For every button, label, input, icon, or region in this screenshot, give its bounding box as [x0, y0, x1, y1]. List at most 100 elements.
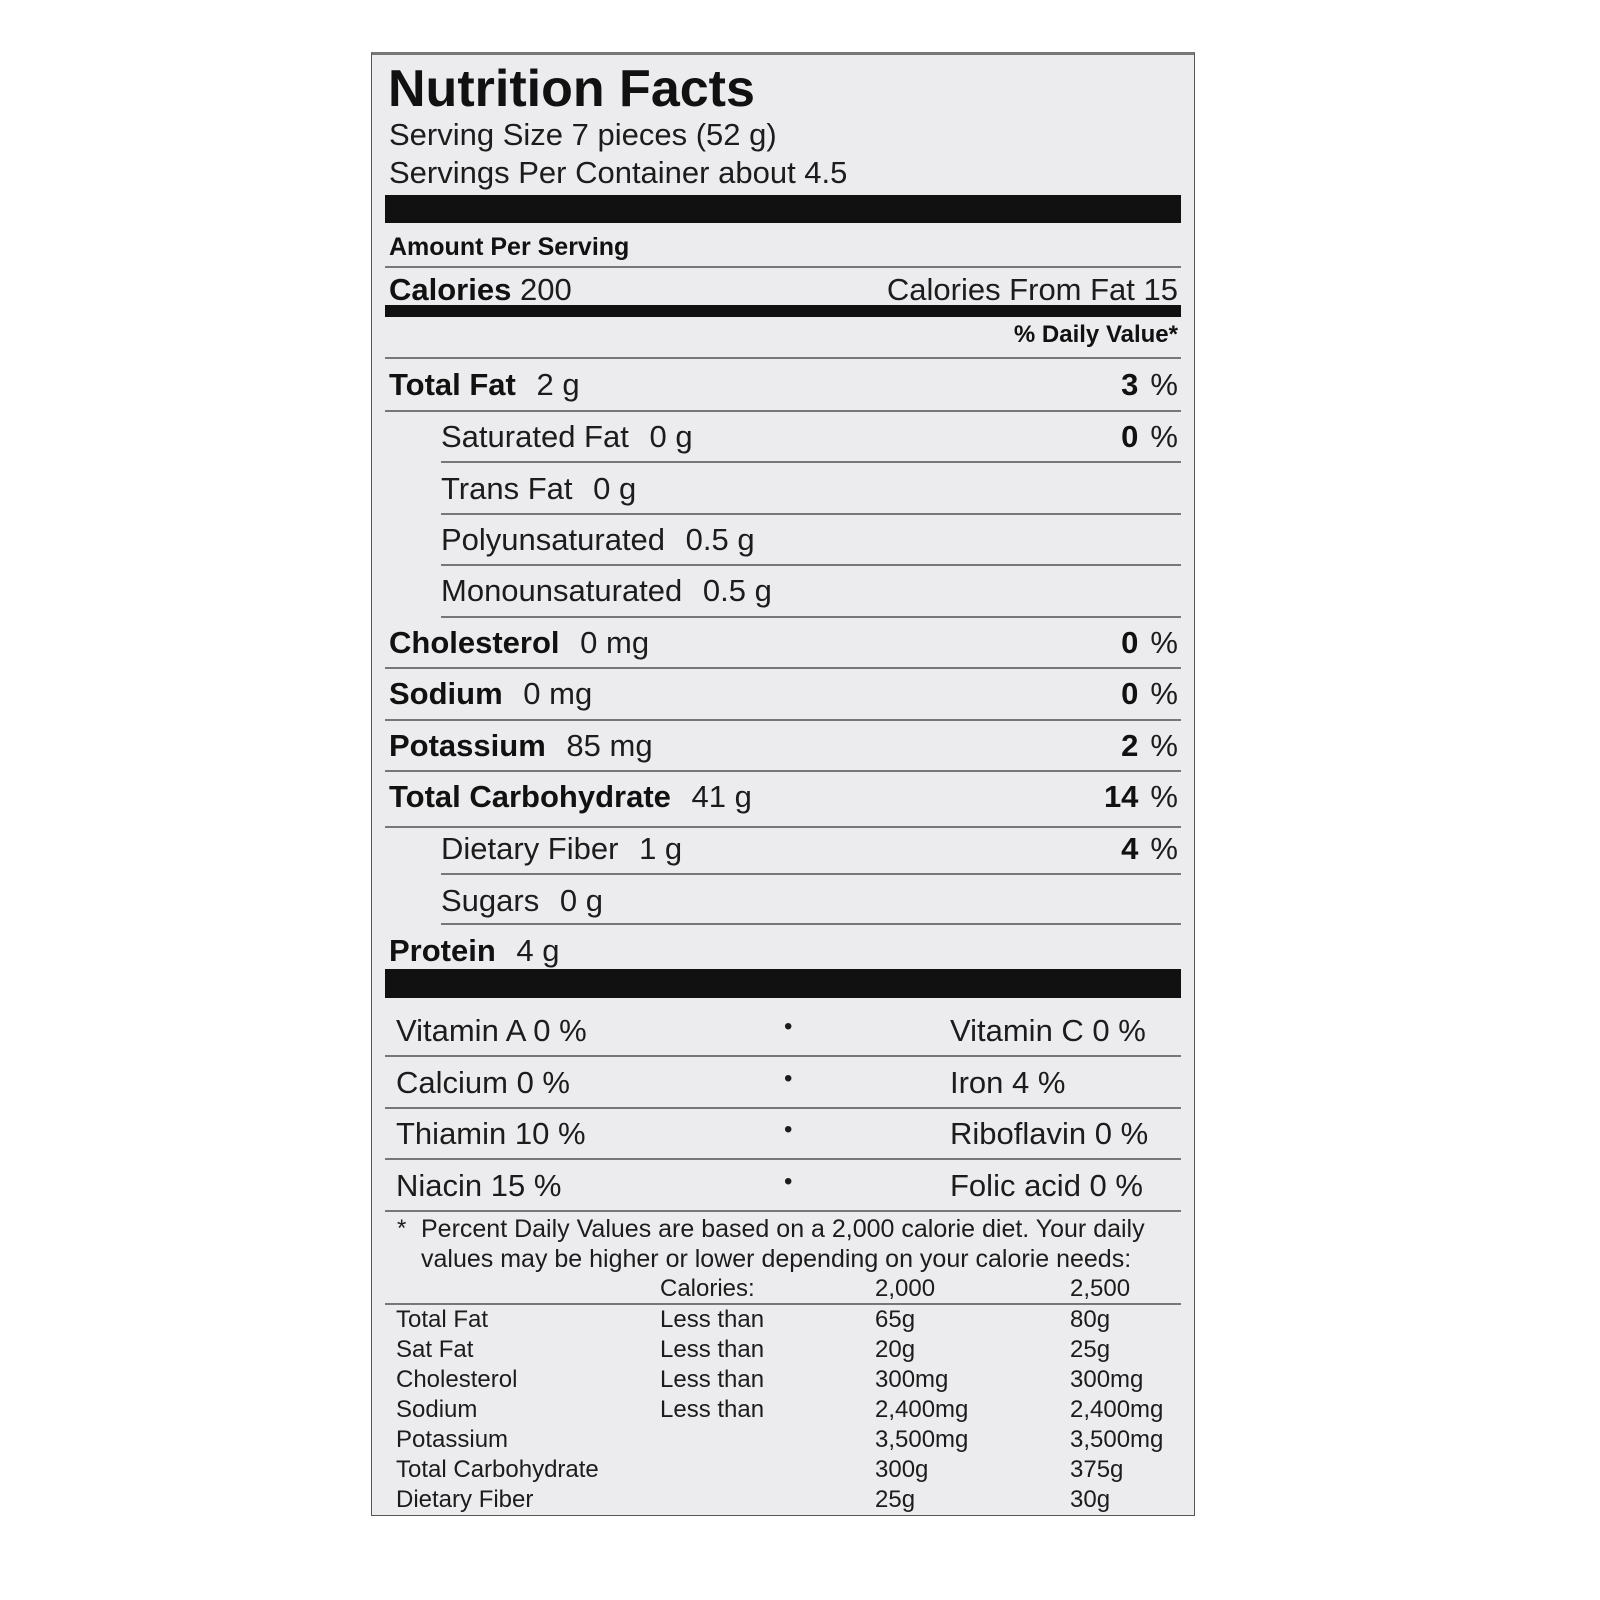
- daily-value-percent: 0%: [1121, 627, 1178, 658]
- nutrient-amount: 0 mg: [523, 676, 593, 711]
- dv-table-cell: 300mg: [1070, 1366, 1144, 1393]
- daily-value-number: 0: [1121, 625, 1139, 660]
- daily-value-percent: 14%: [1104, 781, 1178, 812]
- footnote-line-1: Percent Daily Values are based on a 2,00…: [421, 1215, 1145, 1243]
- nutrient-amount: 2 g: [536, 367, 580, 402]
- nutrient-amount: 41 g: [691, 779, 752, 814]
- dv-table-cell: 3,500mg: [875, 1426, 969, 1453]
- dv-table-cell: Less than: [660, 1396, 765, 1423]
- nutrient-amount: 0 g: [559, 883, 603, 918]
- nutrient-row: Total Fat 2 g: [389, 369, 580, 400]
- daily-value-percent: 0%: [1121, 421, 1178, 452]
- vitamin-right: Vitamin C 0 %: [950, 1013, 1146, 1048]
- nutrient-row: Polyunsaturated 0.5 g: [441, 524, 755, 555]
- divider: [441, 564, 1181, 566]
- daily-value-percent: 4%: [1121, 833, 1178, 864]
- nutrient-amount: 0.5 g: [702, 573, 772, 608]
- daily-value-header: % Daily Value*: [1013, 321, 1178, 348]
- nutrient-amount: 1 g: [639, 831, 683, 866]
- dv-table-cell: Total Carbohydrate: [396, 1456, 599, 1483]
- bullet-separator: •: [784, 1167, 793, 1195]
- dv-table-cell: Less than: [660, 1366, 765, 1393]
- divider: [385, 1106, 1181, 1109]
- dv-table-cell: Sodium: [396, 1396, 478, 1423]
- calories-from-fat: Calories From Fat 15: [886, 272, 1178, 307]
- nutrient-row: Sodium 0 mg: [389, 678, 592, 709]
- divider: [441, 513, 1181, 515]
- amount-per-serving: Amount Per Serving: [389, 233, 630, 261]
- label-title: Nutrition Facts: [388, 60, 755, 118]
- nutrient-row: Sugars 0 g: [441, 885, 603, 916]
- dv-table-cell: 25g: [1070, 1336, 1111, 1363]
- dv-table-cell: 300mg: [875, 1366, 949, 1393]
- calories-row: Calories 200: [389, 274, 572, 305]
- nutrient-amount: 0 mg: [580, 625, 650, 660]
- daily-value-percent: 3%: [1121, 369, 1178, 400]
- calories-label: Calories: [389, 272, 512, 307]
- bullet-separator: •: [784, 1116, 793, 1143]
- nutrient-name: Protein: [389, 933, 496, 968]
- percent-sign: %: [1150, 676, 1178, 711]
- percent-sign: %: [1150, 419, 1178, 454]
- daily-value-number: 2: [1121, 728, 1139, 763]
- nutrient-row: Saturated Fat 0 g: [441, 421, 693, 452]
- divider: [385, 1158, 1181, 1160]
- calories-value: 200: [519, 272, 572, 307]
- divider: [441, 923, 1181, 925]
- nutrient-row: Dietary Fiber 1 g: [441, 833, 682, 864]
- nutrient-amount: 0.5 g: [685, 522, 755, 557]
- vitamin-left: Thiamin 10 %: [396, 1116, 586, 1151]
- vitamin-left: Calcium 0 %: [396, 1064, 570, 1100]
- divider: [441, 461, 1181, 463]
- dv-table-cell: 65g: [875, 1306, 916, 1333]
- percent-sign: %: [1150, 728, 1178, 763]
- dv-table-cell: 3,500mg: [1070, 1426, 1164, 1453]
- servings-per-container: Servings Per Container about 4.5: [389, 155, 848, 190]
- divider: [385, 667, 1181, 669]
- nutrient-row: Total Carbohydrate 41 g: [389, 781, 752, 812]
- nutrient-name: Sugars: [441, 883, 540, 918]
- dv-table-header-cell: 2,000: [875, 1275, 936, 1302]
- nutrient-name: Cholesterol: [389, 625, 560, 660]
- percent-sign: %: [1150, 367, 1178, 402]
- divider: [385, 1055, 1181, 1057]
- daily-value-percent: 0%: [1121, 678, 1178, 709]
- thick-divider: [385, 969, 1181, 998]
- serving-size: Serving Size 7 pieces (52 g): [389, 117, 777, 152]
- nutrient-row: Cholesterol 0 mg: [389, 627, 649, 658]
- dv-table-cell: Less than: [660, 1306, 765, 1333]
- nutrient-name: Sodium: [389, 676, 503, 711]
- divider: [385, 266, 1181, 268]
- dv-table-header-cell: 2,500: [1070, 1275, 1131, 1302]
- bullet-separator: •: [784, 1064, 793, 1092]
- divider: [385, 1303, 1181, 1305]
- vitamin-left: Vitamin A 0 %: [396, 1013, 587, 1048]
- divider: [385, 826, 1181, 828]
- nutrient-name: Total Fat: [389, 367, 516, 402]
- nutrient-name: Saturated Fat: [441, 419, 629, 454]
- dv-table-cell: 300g: [875, 1456, 929, 1483]
- dv-table-cell: 25g: [875, 1486, 916, 1513]
- nutrient-amount: 85 mg: [566, 728, 653, 763]
- daily-value-number: 0: [1121, 676, 1139, 711]
- dv-table-cell: 2,400mg: [875, 1396, 969, 1423]
- daily-value-number: 3: [1121, 367, 1139, 402]
- dv-table-cell: 375g: [1070, 1456, 1124, 1483]
- nutrient-name: Potassium: [389, 728, 546, 763]
- bullet-separator: •: [784, 1013, 793, 1040]
- daily-value-percent: 2%: [1121, 730, 1178, 761]
- nutrient-name: Trans Fat: [441, 471, 573, 506]
- divider: [441, 616, 1181, 618]
- daily-value-number: 0: [1121, 419, 1139, 454]
- divider: [385, 719, 1181, 721]
- dv-table-cell: 2,400mg: [1070, 1396, 1164, 1423]
- divider: [385, 410, 1181, 412]
- vitamin-left: Niacin 15 %: [396, 1167, 562, 1203]
- dv-table-cell: Total Fat: [396, 1306, 489, 1333]
- nutrient-row: Protein 4 g: [389, 935, 560, 966]
- nutrient-amount: 0 g: [593, 471, 637, 506]
- divider: [385, 1209, 1181, 1212]
- percent-sign: %: [1150, 779, 1178, 814]
- dv-table-cell: Less than: [660, 1336, 765, 1363]
- vitamin-right: Iron 4 %: [950, 1064, 1066, 1100]
